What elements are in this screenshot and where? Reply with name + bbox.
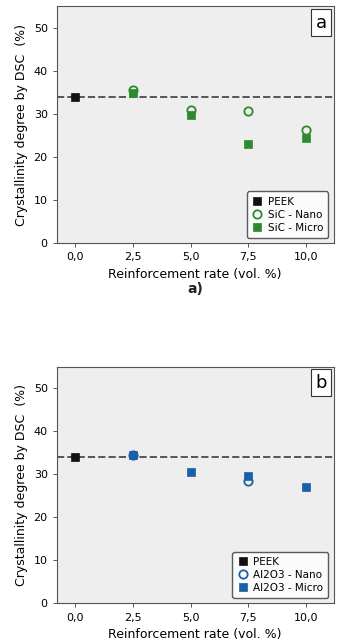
Al2O3 - Micro	[246, 473, 250, 480]
SiC - Micro	[246, 141, 250, 148]
Al2O3 - Micro	[131, 451, 135, 459]
Legend: PEEK, Al2O3 - Nano, Al2O3 - Micro: PEEK, Al2O3 - Nano, Al2O3 - Micro	[233, 551, 329, 598]
X-axis label: Reinforcement rate (vol. %): Reinforcement rate (vol. %)	[108, 628, 282, 641]
Al2O3 - Micro	[189, 468, 193, 476]
Al2O3 - Nano	[246, 477, 250, 485]
Line: SiC - Nano: SiC - Nano	[129, 86, 310, 134]
SiC - Nano	[246, 107, 250, 114]
SiC - Micro	[189, 111, 193, 119]
X-axis label: Reinforcement rate (vol. %): Reinforcement rate (vol. %)	[108, 268, 282, 281]
Text: a: a	[316, 13, 327, 31]
Line: Al2O3 - Micro: Al2O3 - Micro	[129, 451, 310, 491]
Y-axis label: Crystallinity degree by DSC  (%): Crystallinity degree by DSC (%)	[15, 24, 28, 226]
Y-axis label: Crystallinity degree by DSC  (%): Crystallinity degree by DSC (%)	[15, 384, 28, 586]
Line: SiC - Micro: SiC - Micro	[129, 89, 310, 148]
SiC - Micro	[304, 134, 308, 142]
SiC - Nano	[304, 126, 308, 134]
SiC - Nano	[131, 87, 135, 94]
SiC - Micro	[131, 89, 135, 96]
Line: Al2O3 - Nano: Al2O3 - Nano	[129, 451, 252, 485]
Al2O3 - Nano	[131, 451, 135, 459]
Al2O3 - Micro	[304, 483, 308, 491]
Text: a): a)	[187, 282, 203, 296]
SiC - Nano	[189, 106, 193, 114]
Text: b: b	[315, 374, 327, 392]
Legend: PEEK, SiC - Nano, SiC - Micro: PEEK, SiC - Nano, SiC - Micro	[247, 191, 329, 238]
